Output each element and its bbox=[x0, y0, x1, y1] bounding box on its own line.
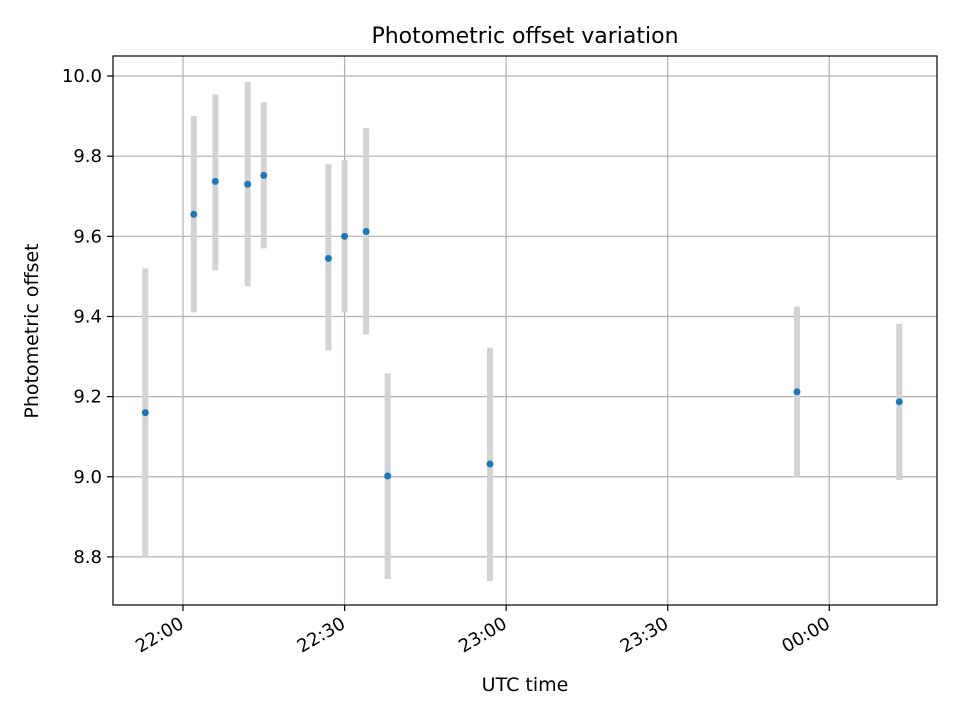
data-point bbox=[211, 177, 219, 185]
data-point bbox=[190, 210, 198, 218]
data-point bbox=[362, 228, 370, 236]
markers bbox=[141, 171, 903, 480]
data-point bbox=[244, 180, 252, 188]
y-tick-label: 9.2 bbox=[73, 387, 102, 408]
y-tick-label: 9.8 bbox=[73, 146, 102, 167]
y-tick-label: 8.8 bbox=[73, 547, 102, 568]
plot-frame bbox=[112, 55, 938, 606]
y-axis-label: Photometric offset bbox=[21, 243, 43, 418]
y-tick-label: 9.6 bbox=[73, 226, 102, 247]
y-tick-label: 9.0 bbox=[73, 467, 102, 488]
x-tick-label: 22:00 bbox=[132, 613, 187, 657]
chart-title: Photometric offset variation bbox=[371, 24, 678, 49]
grid bbox=[113, 56, 937, 605]
x-axis-ticks: 22:00 22:30 23:00 23:30 00:00 bbox=[132, 605, 834, 657]
data-point bbox=[895, 398, 903, 406]
y-axis-ticks: 8.8 9.0 9.2 9.4 9.6 9.8 10.0 bbox=[62, 66, 113, 568]
y-tick-label: 10.0 bbox=[62, 66, 102, 87]
data-point bbox=[341, 232, 349, 240]
x-axis-label: UTC time bbox=[482, 674, 569, 696]
x-tick-label: 23:00 bbox=[455, 613, 510, 657]
x-tick-label: 23:30 bbox=[617, 613, 672, 657]
data-point bbox=[324, 254, 332, 262]
y-tick-label: 9.4 bbox=[73, 306, 102, 327]
x-tick-label: 00:00 bbox=[778, 613, 833, 657]
data-point bbox=[486, 460, 494, 468]
data-point bbox=[793, 388, 801, 396]
data-point bbox=[260, 171, 268, 179]
x-tick-label: 22:30 bbox=[294, 613, 349, 657]
data-point bbox=[384, 472, 392, 480]
data-point bbox=[141, 409, 149, 417]
errorbars bbox=[142, 82, 903, 581]
